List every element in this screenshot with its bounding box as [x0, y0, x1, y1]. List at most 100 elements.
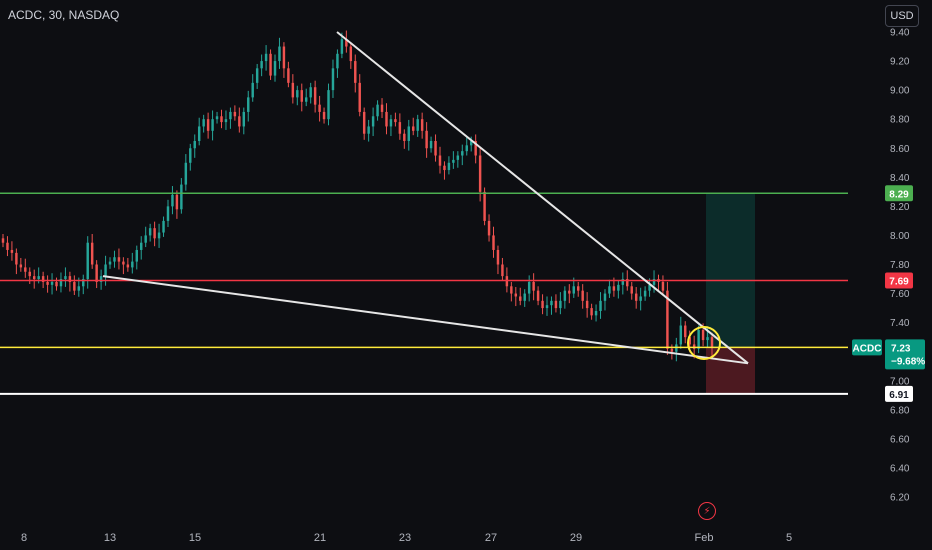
candle-body [469, 140, 473, 146]
time-axis-label: 21 [314, 532, 326, 544]
candle-body [358, 82, 361, 112]
candle-body [282, 46, 286, 69]
candle-body [456, 155, 460, 160]
candle-body [86, 242, 89, 280]
candle-body [211, 119, 214, 131]
candle-body [416, 119, 419, 131]
candle-body [68, 276, 72, 282]
candle-body [6, 242, 9, 250]
candle-body [639, 296, 642, 301]
candle-body [492, 235, 495, 250]
candle-body [523, 293, 526, 301]
candle-body [220, 116, 223, 123]
candle-body [407, 126, 411, 141]
candle-body [666, 290, 669, 349]
lightning-event-icon[interactable]: ⚡ [698, 502, 716, 520]
candle-body [296, 90, 299, 98]
candle-body [46, 281, 49, 285]
candle-body [77, 286, 81, 291]
candle-body [429, 140, 433, 149]
price-tick-label: 6.80 [890, 405, 910, 416]
candle-body [153, 228, 156, 239]
candle-body [679, 325, 683, 345]
lower-trend-line[interactable] [102, 275, 749, 365]
candle-body [41, 276, 45, 282]
loss-zone [706, 347, 755, 394]
price-tick-label: 9.20 [890, 57, 910, 68]
candle-body [73, 281, 76, 291]
candle-body [126, 264, 130, 268]
price-tag-green [885, 185, 913, 202]
candle-body [144, 235, 147, 243]
price-tick-label: 9.40 [890, 28, 910, 39]
price-tag-red [885, 272, 913, 289]
candle-body [438, 155, 442, 166]
candle-body [322, 111, 326, 120]
time-axis-label: 29 [570, 532, 582, 544]
time-axis-label: Feb [695, 532, 714, 544]
candle-body [697, 329, 700, 349]
candle-body [434, 140, 437, 156]
candle-body [300, 90, 303, 102]
candle-body [135, 249, 138, 262]
candle-body [99, 276, 103, 282]
candle-body [309, 87, 312, 98]
price-tag-label: 7.69 [889, 276, 909, 287]
candle-body [420, 119, 424, 131]
price-tick-label: 8.40 [890, 173, 910, 184]
time-axis-label: 8 [21, 532, 27, 544]
candle-body [532, 281, 535, 291]
candle-body [367, 126, 370, 134]
candle-body [701, 329, 705, 341]
candle-body [706, 337, 709, 341]
candle-body [563, 290, 567, 301]
candle-body [318, 104, 321, 112]
candle-body [238, 116, 241, 127]
candle-body [247, 97, 250, 112]
candle-body [104, 264, 107, 277]
candle-body [37, 276, 40, 280]
candle-body [55, 281, 58, 287]
candle-body [166, 206, 170, 221]
time-axis-label: 23 [399, 532, 411, 544]
candle-body [19, 264, 23, 268]
candle-body [206, 119, 210, 131]
candle-body [403, 133, 406, 141]
candle-body [634, 293, 638, 301]
candle-body [28, 271, 31, 277]
candle-body [478, 155, 482, 192]
candle-body [474, 140, 477, 156]
currency-button[interactable]: USD [885, 5, 919, 27]
candle-body [599, 300, 602, 311]
candle-body [278, 46, 281, 62]
candle-body [291, 82, 295, 98]
candle-body [340, 39, 344, 54]
highlight-circle[interactable] [687, 325, 721, 360]
candle-body [10, 249, 14, 253]
price-tick-label: 9.00 [890, 86, 910, 97]
candle-body [621, 279, 625, 285]
price-tag-white [885, 385, 913, 402]
candle-body [180, 184, 183, 210]
candle-body [652, 279, 656, 285]
upper-trend-line[interactable] [336, 31, 749, 365]
price-tick-label: 6.20 [890, 493, 910, 504]
time-axis-label: 5 [786, 532, 792, 544]
candle-body [670, 348, 674, 352]
candle-body [389, 119, 393, 127]
candle-body [193, 140, 196, 149]
price-tag-label: 6.91 [889, 390, 909, 401]
price-tick-label: 7.00 [890, 376, 910, 387]
candle-body [443, 165, 446, 171]
candle-body [487, 220, 491, 236]
candle-body [425, 130, 428, 149]
price-tick-label: 8.60 [890, 144, 910, 155]
candle-body [461, 151, 464, 156]
candle-body [412, 126, 415, 131]
candle-body [131, 261, 134, 268]
candle-body [447, 162, 451, 171]
candle-body [287, 68, 290, 83]
candle-body [643, 290, 647, 297]
candle-body [608, 286, 611, 294]
